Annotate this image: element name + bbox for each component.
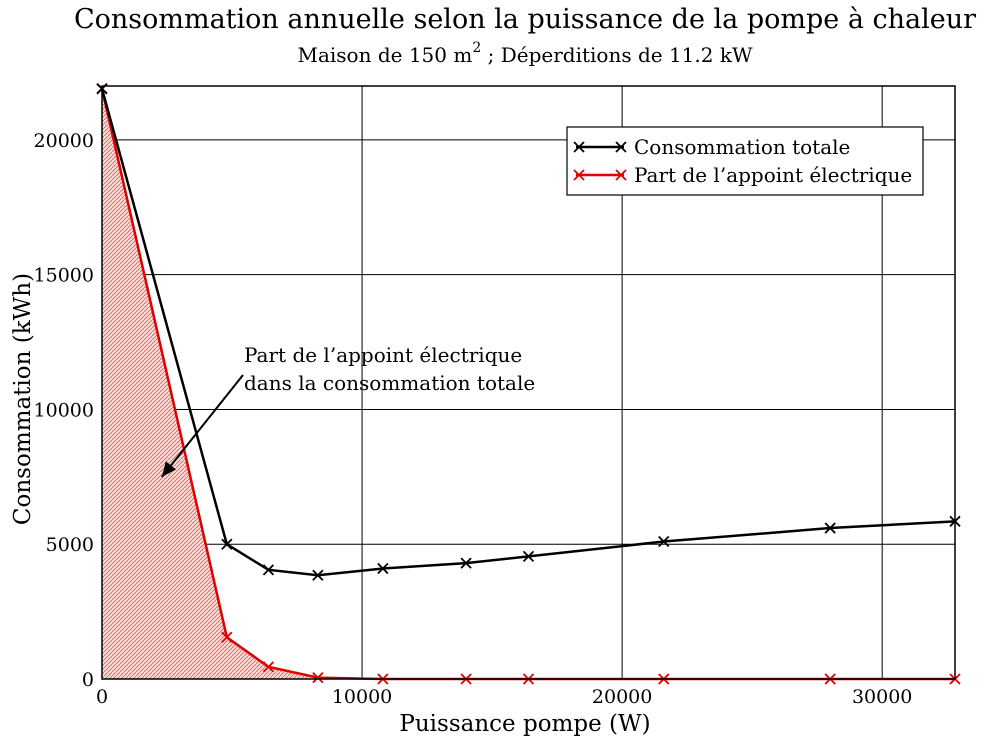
marker-stroke — [262, 564, 275, 576]
y-axis-label: Consommation (kWh) — [10, 273, 36, 525]
data-point-total — [262, 564, 275, 576]
marker-stroke — [658, 535, 670, 548]
electric-share-fill — [102, 88, 955, 680]
legend-marker-total — [615, 141, 627, 153]
x-tick-label: 20000 — [592, 686, 652, 708]
marker-stroke — [615, 169, 627, 181]
data-point-electric — [262, 661, 275, 673]
subtitle-main: Maison de 150 m — [297, 43, 472, 67]
legend-marker-electric — [615, 169, 627, 181]
plot-frame — [101, 85, 956, 680]
x-tick-label: 30000 — [852, 686, 912, 708]
data-point-total — [522, 550, 535, 562]
chart-subtitle: Maison de 150 m2 ; Déperditions de 11.2 … — [297, 40, 752, 67]
electric-share-area — [102, 88, 955, 680]
marker-stroke — [312, 672, 324, 684]
legend-marker-total — [573, 141, 585, 153]
data-point-electric — [221, 631, 233, 643]
annotation-line-1: Part de l’appoint électrique — [244, 343, 522, 367]
marker-stroke — [312, 569, 324, 581]
marker-stroke — [377, 562, 389, 575]
annotation-arrow — [161, 374, 244, 478]
data-point-total — [377, 562, 389, 575]
data-point-total — [221, 538, 233, 550]
y-tick-label: 5000 — [46, 534, 94, 556]
chart-title: Consommation annuelle selon la puissance… — [74, 4, 976, 35]
legend-label-electric: Part de l’appoint électrique — [634, 163, 912, 187]
data-point-total — [312, 569, 324, 581]
marker-stroke — [615, 141, 627, 153]
series-line-total — [100, 88, 956, 577]
data-point-electric — [312, 672, 324, 684]
marker-stroke — [573, 141, 585, 153]
annotation: Part de l’appoint électrique dans la con… — [161, 343, 535, 478]
marker-stroke — [221, 538, 233, 550]
x-axis-label: Puissance pompe (W) — [399, 711, 650, 737]
marker-stroke — [460, 557, 472, 569]
legend: Consommation totale Part de l’appoint éle… — [566, 126, 924, 196]
subtitle-rest: ; Déperditions de 11.2 kW — [481, 43, 753, 67]
marker-stroke — [262, 661, 275, 673]
legend-box — [566, 126, 924, 196]
x-tick-label: 10000 — [332, 686, 392, 708]
data-point-total — [460, 557, 472, 569]
marker-stroke — [573, 169, 585, 181]
tick-labels: 0 10000 20000 30000 0 5000 10000 15000 20000 — [34, 130, 913, 708]
legend-label-total: Consommation totale — [634, 135, 850, 159]
y-tick-label: 0 — [82, 669, 94, 691]
arrow-shaft — [161, 374, 244, 478]
annotation-line-2: dans la consommation totale — [244, 371, 535, 395]
y-tick-label: 15000 — [34, 265, 94, 287]
y-tick-label: 10000 — [34, 399, 94, 421]
x-tick-label: 0 — [96, 686, 108, 708]
marker-stroke — [824, 522, 836, 534]
marker-stroke — [221, 631, 233, 643]
data-point-total — [824, 522, 836, 534]
data-point-total — [658, 535, 670, 548]
subtitle-superscript: 2 — [472, 40, 481, 56]
arrow-head — [161, 461, 177, 477]
y-tick-label: 20000 — [34, 130, 94, 152]
legend-marker-electric — [573, 169, 585, 181]
marker-stroke — [522, 550, 535, 562]
